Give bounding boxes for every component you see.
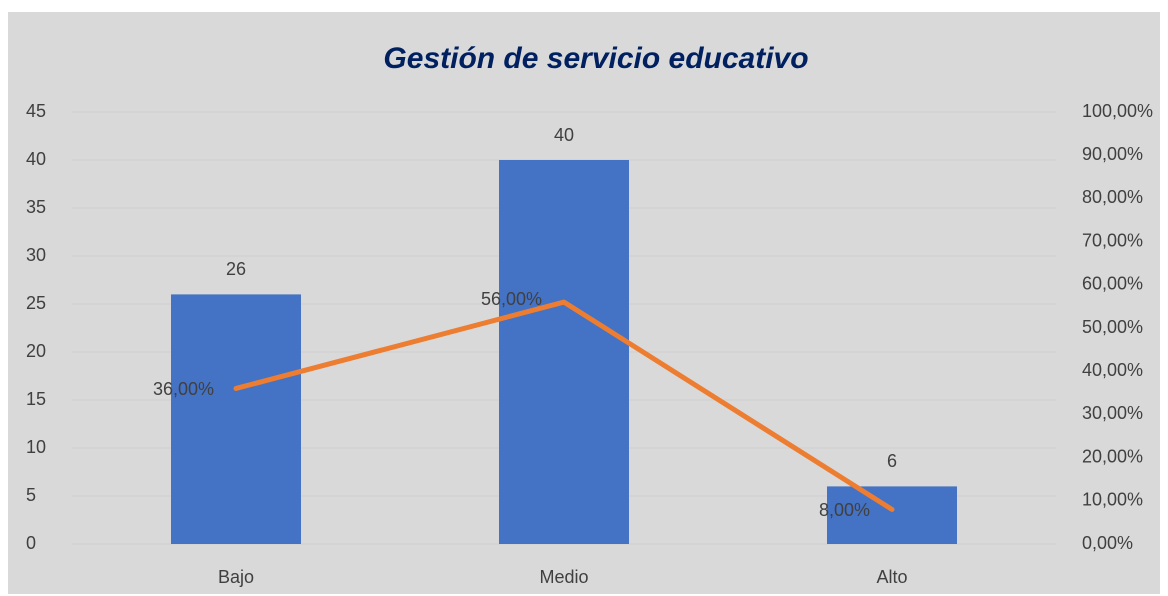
y2-tick-label: 0,00% bbox=[1082, 533, 1133, 553]
x-tick-label: Alto bbox=[876, 567, 907, 587]
y-tick-label: 20 bbox=[26, 341, 46, 361]
bar bbox=[827, 486, 957, 544]
y2-tick-label: 90,00% bbox=[1082, 144, 1143, 164]
chart-title: Gestión de servicio educativo bbox=[383, 42, 808, 75]
y-tick-label: 10 bbox=[26, 437, 46, 457]
bar-value-label: 6 bbox=[887, 451, 897, 471]
bar bbox=[499, 160, 629, 544]
y2-tick-label: 10,00% bbox=[1082, 490, 1143, 510]
y2-tick-label: 30,00% bbox=[1082, 403, 1143, 423]
y2-tick-label: 70,00% bbox=[1082, 230, 1143, 250]
line-value-label: 8,00% bbox=[819, 500, 870, 520]
bar-value-label: 40 bbox=[554, 125, 574, 145]
y-tick-label: 40 bbox=[26, 149, 46, 169]
line bbox=[233, 299, 895, 512]
y2-tick-label: 100,00% bbox=[1082, 101, 1153, 121]
y-tick-label: 25 bbox=[26, 293, 46, 313]
y-tick-label: 15 bbox=[26, 389, 46, 409]
line-value-label: 36,00% bbox=[153, 379, 214, 399]
y-tick-label: 0 bbox=[26, 533, 36, 553]
y2-tick-label: 50,00% bbox=[1082, 317, 1143, 337]
y-tick-label: 5 bbox=[26, 485, 36, 505]
bar-value-label: 26 bbox=[226, 259, 246, 279]
bar bbox=[171, 294, 301, 544]
x-tick-label: Bajo bbox=[218, 567, 254, 587]
y2-tick-label: 20,00% bbox=[1082, 446, 1143, 466]
y2-tick-label: 40,00% bbox=[1082, 360, 1143, 380]
y2-tick-label: 60,00% bbox=[1082, 274, 1143, 294]
y-tick-label: 35 bbox=[26, 197, 46, 217]
line-value-label: 56,00% bbox=[481, 289, 542, 309]
x-tick-label: Medio bbox=[539, 567, 588, 587]
y-tick-label: 30 bbox=[26, 245, 46, 265]
y2-tick-label: 80,00% bbox=[1082, 187, 1143, 207]
y-tick-label: 45 bbox=[26, 101, 46, 121]
